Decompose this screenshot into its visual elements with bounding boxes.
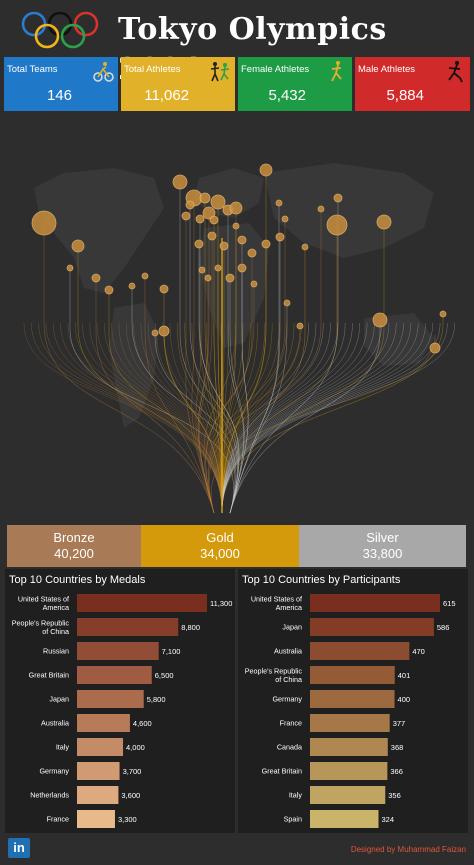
kpi-female-athletes: Female Athletes 5,432	[238, 57, 352, 111]
participants-bar-chart: United States of America 615 Japan 586 Austra…	[245, 594, 456, 828]
bar	[77, 618, 179, 636]
bar	[77, 690, 144, 708]
medal-flow-lines	[23, 170, 455, 514]
category-label: Germany	[272, 695, 302, 704]
kpi-value: 5,884	[386, 87, 424, 104]
bar	[77, 666, 152, 684]
value-label: 4,000	[126, 743, 145, 752]
value-label: 366	[390, 767, 403, 776]
value-label: 3,600	[121, 791, 140, 800]
value-label: 8,800	[181, 623, 200, 632]
bar	[77, 786, 119, 804]
value-label: 368	[391, 743, 404, 752]
value-label: 3,700	[123, 767, 142, 776]
header: Tokyo Olympics 2021	[0, 0, 474, 87]
category-label: Great Britain	[262, 767, 302, 776]
medal-value: 34,000	[200, 546, 240, 561]
value-label: 615	[443, 599, 456, 608]
world-map-medal-flows	[4, 118, 470, 520]
female-runner-icon	[331, 61, 342, 82]
medal-silver: Silver 33,800	[299, 525, 466, 567]
category-label: Spain	[284, 815, 302, 824]
bar	[77, 810, 115, 828]
kpi-value: 5,432	[268, 87, 306, 104]
category-label: Japan	[49, 695, 69, 704]
category-label: Italy	[289, 791, 303, 800]
bar	[310, 666, 395, 684]
value-label: 400	[398, 695, 411, 704]
kpi-total-athletes: Total Athletes 11,062	[121, 57, 235, 111]
bar	[77, 714, 130, 732]
medal-name: Gold	[206, 530, 234, 545]
category-label: Canada	[277, 743, 302, 752]
category-label: Australia	[41, 719, 69, 728]
medal-value: 33,800	[362, 546, 403, 561]
chart-title: Top 10 Countries by Medals	[9, 574, 146, 586]
medal-name: Bronze	[53, 530, 95, 545]
kpi-label: Male Athletes	[358, 64, 416, 75]
value-label: 377	[393, 719, 406, 728]
value-label: 586	[437, 623, 450, 632]
athletes-icon	[210, 62, 230, 82]
bar	[310, 642, 410, 660]
olympic-rings-logo	[21, 11, 99, 49]
bar	[77, 762, 120, 780]
bar	[310, 594, 440, 612]
category-label: Australia	[274, 647, 302, 656]
bar	[77, 594, 207, 612]
cycling-icon	[93, 62, 114, 82]
kpi-value: 146	[46, 87, 72, 104]
bar	[310, 690, 395, 708]
bar	[310, 738, 388, 756]
category-label: Russian	[43, 647, 69, 656]
bar	[77, 738, 124, 756]
medal-gold: Gold 34,000	[141, 525, 299, 567]
bar	[310, 762, 388, 780]
category-label: People's Republic of China	[245, 666, 303, 684]
category-label: People's Republic of China	[12, 618, 70, 636]
kpi-label: Total Teams	[7, 64, 58, 75]
bar	[310, 714, 390, 732]
category-label: Great Britain	[29, 671, 69, 680]
kpi-label: Total Athletes	[124, 64, 181, 75]
medals-bar-chart: United States of America 11,300 People's Re…	[12, 594, 232, 828]
kpi-label: Female Athletes	[241, 64, 310, 75]
value-label: 3,300	[118, 815, 137, 824]
value-label: 5,800	[147, 695, 166, 704]
value-label: 470	[412, 647, 425, 656]
value-label: 324	[381, 815, 394, 824]
value-label: 7,100	[162, 647, 181, 656]
linkedin-icon[interactable]: in	[8, 838, 30, 858]
category-label: United States of America	[18, 594, 69, 612]
kpi-value: 11,062	[144, 87, 189, 104]
kpi-total-teams: Total Teams 146	[4, 57, 118, 111]
bar	[310, 618, 434, 636]
category-label: Germany	[39, 767, 69, 776]
category-label: France	[280, 719, 302, 728]
category-label: Netherlands	[30, 791, 69, 800]
category-label: France	[47, 815, 69, 824]
medal-value: 40,200	[54, 546, 94, 561]
bar	[310, 786, 386, 804]
value-label: 401	[398, 671, 411, 680]
value-label: 356	[388, 791, 401, 800]
chart-title: Top 10 Countries by Participants	[242, 574, 401, 586]
bar	[310, 810, 379, 828]
category-label: United States of America	[251, 594, 302, 612]
designer-credit: Designed by Muhammad Faizan	[350, 845, 466, 854]
kpi-male-athletes: Male Athletes 5,884	[355, 57, 470, 111]
category-label: Italy	[56, 743, 70, 752]
participants-by-country-panel: Top 10 Countries by Participants United …	[238, 569, 468, 833]
value-label: 11,300	[210, 599, 232, 608]
country-markers	[31, 163, 447, 354]
medal-name: Silver	[366, 530, 399, 545]
value-label: 4,600	[133, 719, 152, 728]
medals-by-country-panel: Top 10 Countries by Medals United States…	[5, 569, 235, 833]
value-label: 6,500	[155, 671, 174, 680]
medal-bronze: Bronze 40,200	[7, 525, 141, 567]
bar	[77, 642, 159, 660]
page-title: Tokyo Olympics 2021	[118, 12, 387, 87]
male-runner-icon	[448, 61, 463, 83]
category-label: Japan	[282, 623, 302, 632]
